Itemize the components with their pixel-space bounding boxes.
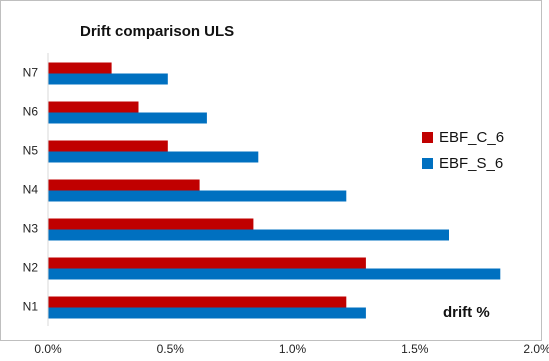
bar-EBF_S_6-N4 [48,190,347,202]
bar-EBF_S_6-N6 [48,112,207,124]
bars-layer [48,62,501,319]
bar-EBF_S_6-N2 [48,268,501,280]
bar-EBF_S_6-N5 [48,151,259,163]
legend-swatch-EBF_C_6 [422,132,433,143]
legend-label-EBF_C_6: EBF_C_6 [439,129,504,146]
bar-EBF_C_6-N6 [48,101,139,113]
x-tick-label: 0.0% [34,342,62,356]
bar-EBF_S_6-N7 [48,73,168,85]
chart-title: Drift comparison ULS [80,23,234,40]
legend-swatch-EBF_S_6 [422,158,433,169]
bar-EBF_C_6-N3 [48,218,254,230]
bar-EBF_C_6-N2 [48,257,366,269]
bar-EBF_C_6-N1 [48,296,347,308]
legend-label-EBF_S_6: EBF_S_6 [439,155,503,172]
y-tick-label: N6 [23,105,39,119]
bar-EBF_C_6-N5 [48,140,168,152]
x-tick-label: 1.5% [401,342,429,356]
y-tick-label: N5 [23,144,39,158]
y-tick-label: N1 [23,300,39,314]
y-tick-label: N4 [23,183,39,197]
y-tick-labels: N1 N2 N3 N4 N5 N6 N7 [23,66,39,314]
x-tick-label: 1.0% [279,342,307,356]
bar-EBF_S_6-N1 [48,307,366,319]
chart-border [0,0,542,341]
y-tick-label: N2 [23,261,39,275]
y-tick-label: N3 [23,222,39,236]
legend: EBF_C_6 EBF_S_6 [422,129,504,172]
drift-annotation: drift % [443,304,490,321]
bar-EBF_C_6-N7 [48,62,112,74]
x-tick-labels: 0.0% 0.5% 1.0% 1.5% 2.0% [34,342,549,356]
bar-EBF_C_6-N4 [48,179,200,191]
bar-EBF_S_6-N3 [48,229,449,241]
y-tick-label: N7 [23,66,39,80]
x-tick-label: 2.0% [523,342,549,356]
x-tick-label: 0.5% [157,342,185,356]
